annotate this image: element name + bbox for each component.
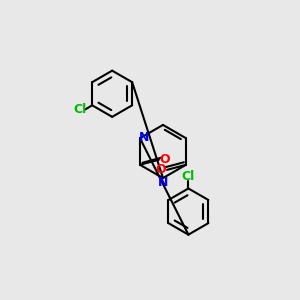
Text: N: N xyxy=(139,130,149,144)
Text: N: N xyxy=(158,176,169,189)
Text: Cl: Cl xyxy=(182,170,195,183)
Text: O: O xyxy=(160,153,170,166)
Text: Cl: Cl xyxy=(74,103,87,116)
Text: O: O xyxy=(156,164,167,176)
